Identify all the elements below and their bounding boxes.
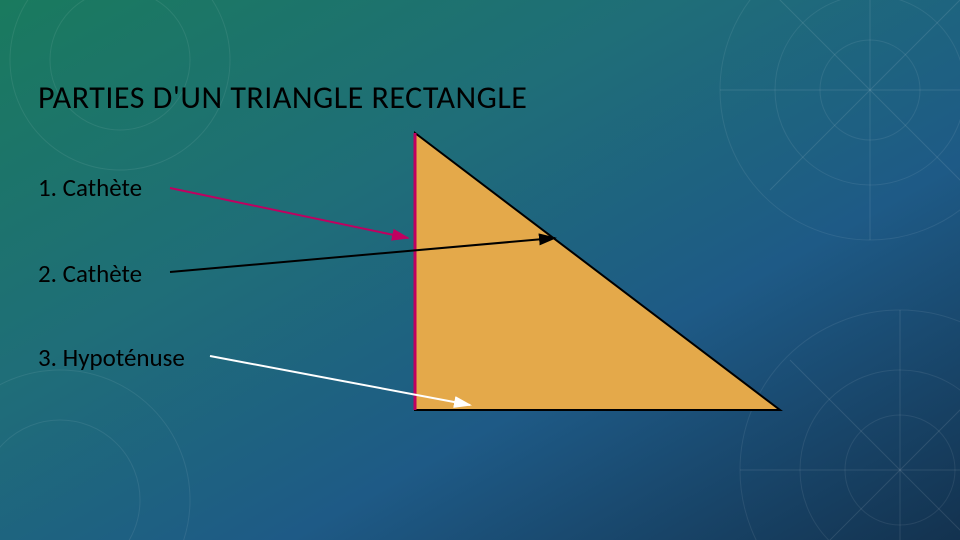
arrow-to-cathete-1 [170, 188, 408, 238]
arrow-to-hypotenuse-mid [170, 238, 555, 272]
arrow-to-cathete-2 [210, 356, 470, 405]
slide: PARTIES D'UN TRIANGLE RECTANGLE 1. Cathè… [0, 0, 960, 540]
annotation-arrows [0, 0, 960, 540]
